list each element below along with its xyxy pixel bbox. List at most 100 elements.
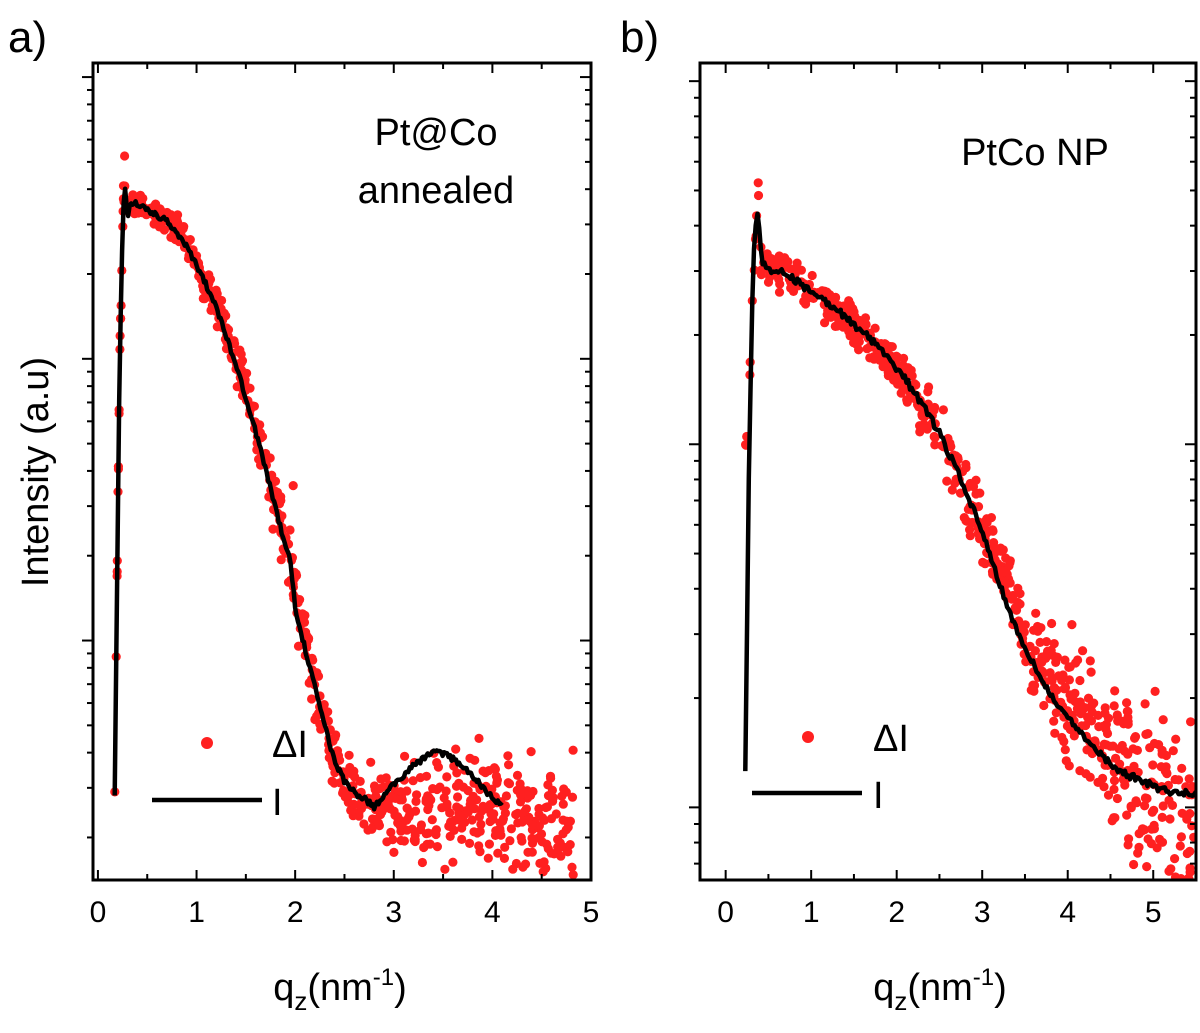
dI-point bbox=[1157, 749, 1167, 759]
dI-point bbox=[288, 481, 298, 491]
dI-point bbox=[1117, 740, 1127, 751]
dI-point bbox=[485, 800, 495, 810]
dI-point bbox=[1168, 746, 1178, 756]
dI-point bbox=[1112, 710, 1122, 720]
dI-point bbox=[543, 791, 554, 801]
dI-point bbox=[433, 762, 443, 772]
dI-point bbox=[451, 744, 461, 754]
dI-point bbox=[1184, 774, 1194, 784]
panel-a-annotation-line-1: Pt@Co bbox=[374, 112, 497, 154]
dI-point bbox=[330, 733, 340, 743]
dI-point bbox=[1120, 780, 1130, 790]
dI-point bbox=[1170, 854, 1180, 864]
x-tick-label: 5 bbox=[583, 896, 600, 929]
dI-point bbox=[781, 259, 791, 269]
dI-point bbox=[453, 792, 463, 802]
dI-point bbox=[411, 796, 421, 807]
dI-point bbox=[1086, 667, 1096, 677]
panel-b-legend: ΔI I bbox=[752, 718, 909, 817]
dI-point bbox=[431, 829, 441, 840]
dI-point bbox=[922, 424, 932, 434]
dI-point bbox=[546, 773, 556, 783]
panel-a-legend-marker-dI bbox=[201, 737, 213, 749]
dI-point bbox=[558, 829, 568, 839]
dI-point bbox=[1133, 848, 1143, 858]
dI-point bbox=[1164, 795, 1174, 806]
panel-b-xlabel-sup: -1 bbox=[973, 964, 994, 991]
dI-point bbox=[1085, 656, 1095, 666]
dI-point bbox=[917, 411, 927, 421]
dI-point bbox=[1175, 841, 1185, 851]
dI-point bbox=[467, 815, 477, 825]
dI-point bbox=[484, 839, 494, 849]
dI-point bbox=[1102, 728, 1113, 739]
dI-point bbox=[1178, 901, 1187, 910]
dI-point bbox=[930, 440, 940, 450]
dI-point bbox=[753, 178, 763, 188]
dI-point bbox=[539, 857, 549, 867]
x-tick-label: 3 bbox=[385, 896, 402, 929]
dI-point bbox=[389, 847, 399, 858]
dI-point bbox=[1130, 733, 1140, 743]
dI-point bbox=[355, 800, 365, 811]
dI-point bbox=[820, 318, 830, 328]
dI-point bbox=[1013, 597, 1023, 608]
dI-point bbox=[1186, 717, 1196, 727]
dI-point bbox=[492, 775, 502, 785]
dI-point bbox=[1047, 618, 1057, 629]
dI-point bbox=[416, 825, 426, 835]
dI-point bbox=[1109, 776, 1120, 786]
dI-point bbox=[500, 842, 510, 852]
panel-b-letter: b) bbox=[620, 13, 659, 62]
dI-point bbox=[551, 809, 561, 819]
dI-point bbox=[408, 776, 418, 786]
dI-point bbox=[538, 867, 548, 877]
panel-b-legend-label-I: I bbox=[873, 775, 884, 817]
dI-point bbox=[1052, 652, 1062, 662]
dI-point bbox=[423, 804, 433, 815]
dI-point bbox=[1005, 556, 1015, 566]
panel-a-x-axis-label: qz(nm-1) bbox=[273, 964, 407, 1016]
dI-point bbox=[485, 816, 495, 827]
dI-point bbox=[1049, 716, 1059, 726]
dI-point bbox=[516, 833, 526, 843]
dI-point bbox=[978, 557, 988, 568]
dI-point bbox=[1170, 872, 1181, 880]
dI-point bbox=[1158, 801, 1168, 811]
dI-point bbox=[1060, 655, 1070, 665]
dI-point bbox=[906, 365, 916, 375]
dI-point bbox=[774, 287, 785, 297]
panel-b-legend-label-dI: ΔI bbox=[873, 718, 909, 760]
dI-point bbox=[567, 792, 578, 802]
dI-point bbox=[1181, 915, 1190, 924]
dI-point bbox=[786, 283, 796, 293]
panel-a-letter: a) bbox=[8, 13, 47, 62]
dI-point bbox=[534, 803, 544, 814]
dI-point bbox=[568, 870, 578, 880]
dI-point bbox=[1154, 885, 1163, 894]
panel-a-legend: ΔI I bbox=[152, 724, 308, 824]
dI-point bbox=[276, 555, 286, 565]
dI-point bbox=[763, 277, 774, 287]
dI-point bbox=[452, 802, 462, 812]
dI-point bbox=[1148, 760, 1158, 770]
dI-point bbox=[396, 835, 406, 846]
dI-point bbox=[381, 773, 391, 783]
panel-a-annotation: Pt@Co annealed bbox=[358, 112, 514, 212]
dI-point bbox=[1041, 650, 1051, 660]
dI-point bbox=[1039, 700, 1049, 711]
dI-point bbox=[1181, 782, 1191, 792]
panel-b-series-I-line bbox=[743, 211, 1196, 799]
dI-point bbox=[557, 791, 567, 801]
dI-point bbox=[558, 799, 568, 809]
dI-point bbox=[1026, 685, 1036, 695]
dI-point bbox=[831, 292, 841, 302]
dI-point bbox=[753, 190, 764, 201]
panel-a-xlabel-sub: z bbox=[294, 986, 307, 1016]
dI-point bbox=[412, 790, 422, 800]
dI-point bbox=[1101, 719, 1111, 730]
dI-point bbox=[130, 209, 140, 219]
dI-point bbox=[478, 766, 488, 776]
dI-point bbox=[504, 760, 514, 770]
x-tick-label: 2 bbox=[287, 896, 304, 929]
